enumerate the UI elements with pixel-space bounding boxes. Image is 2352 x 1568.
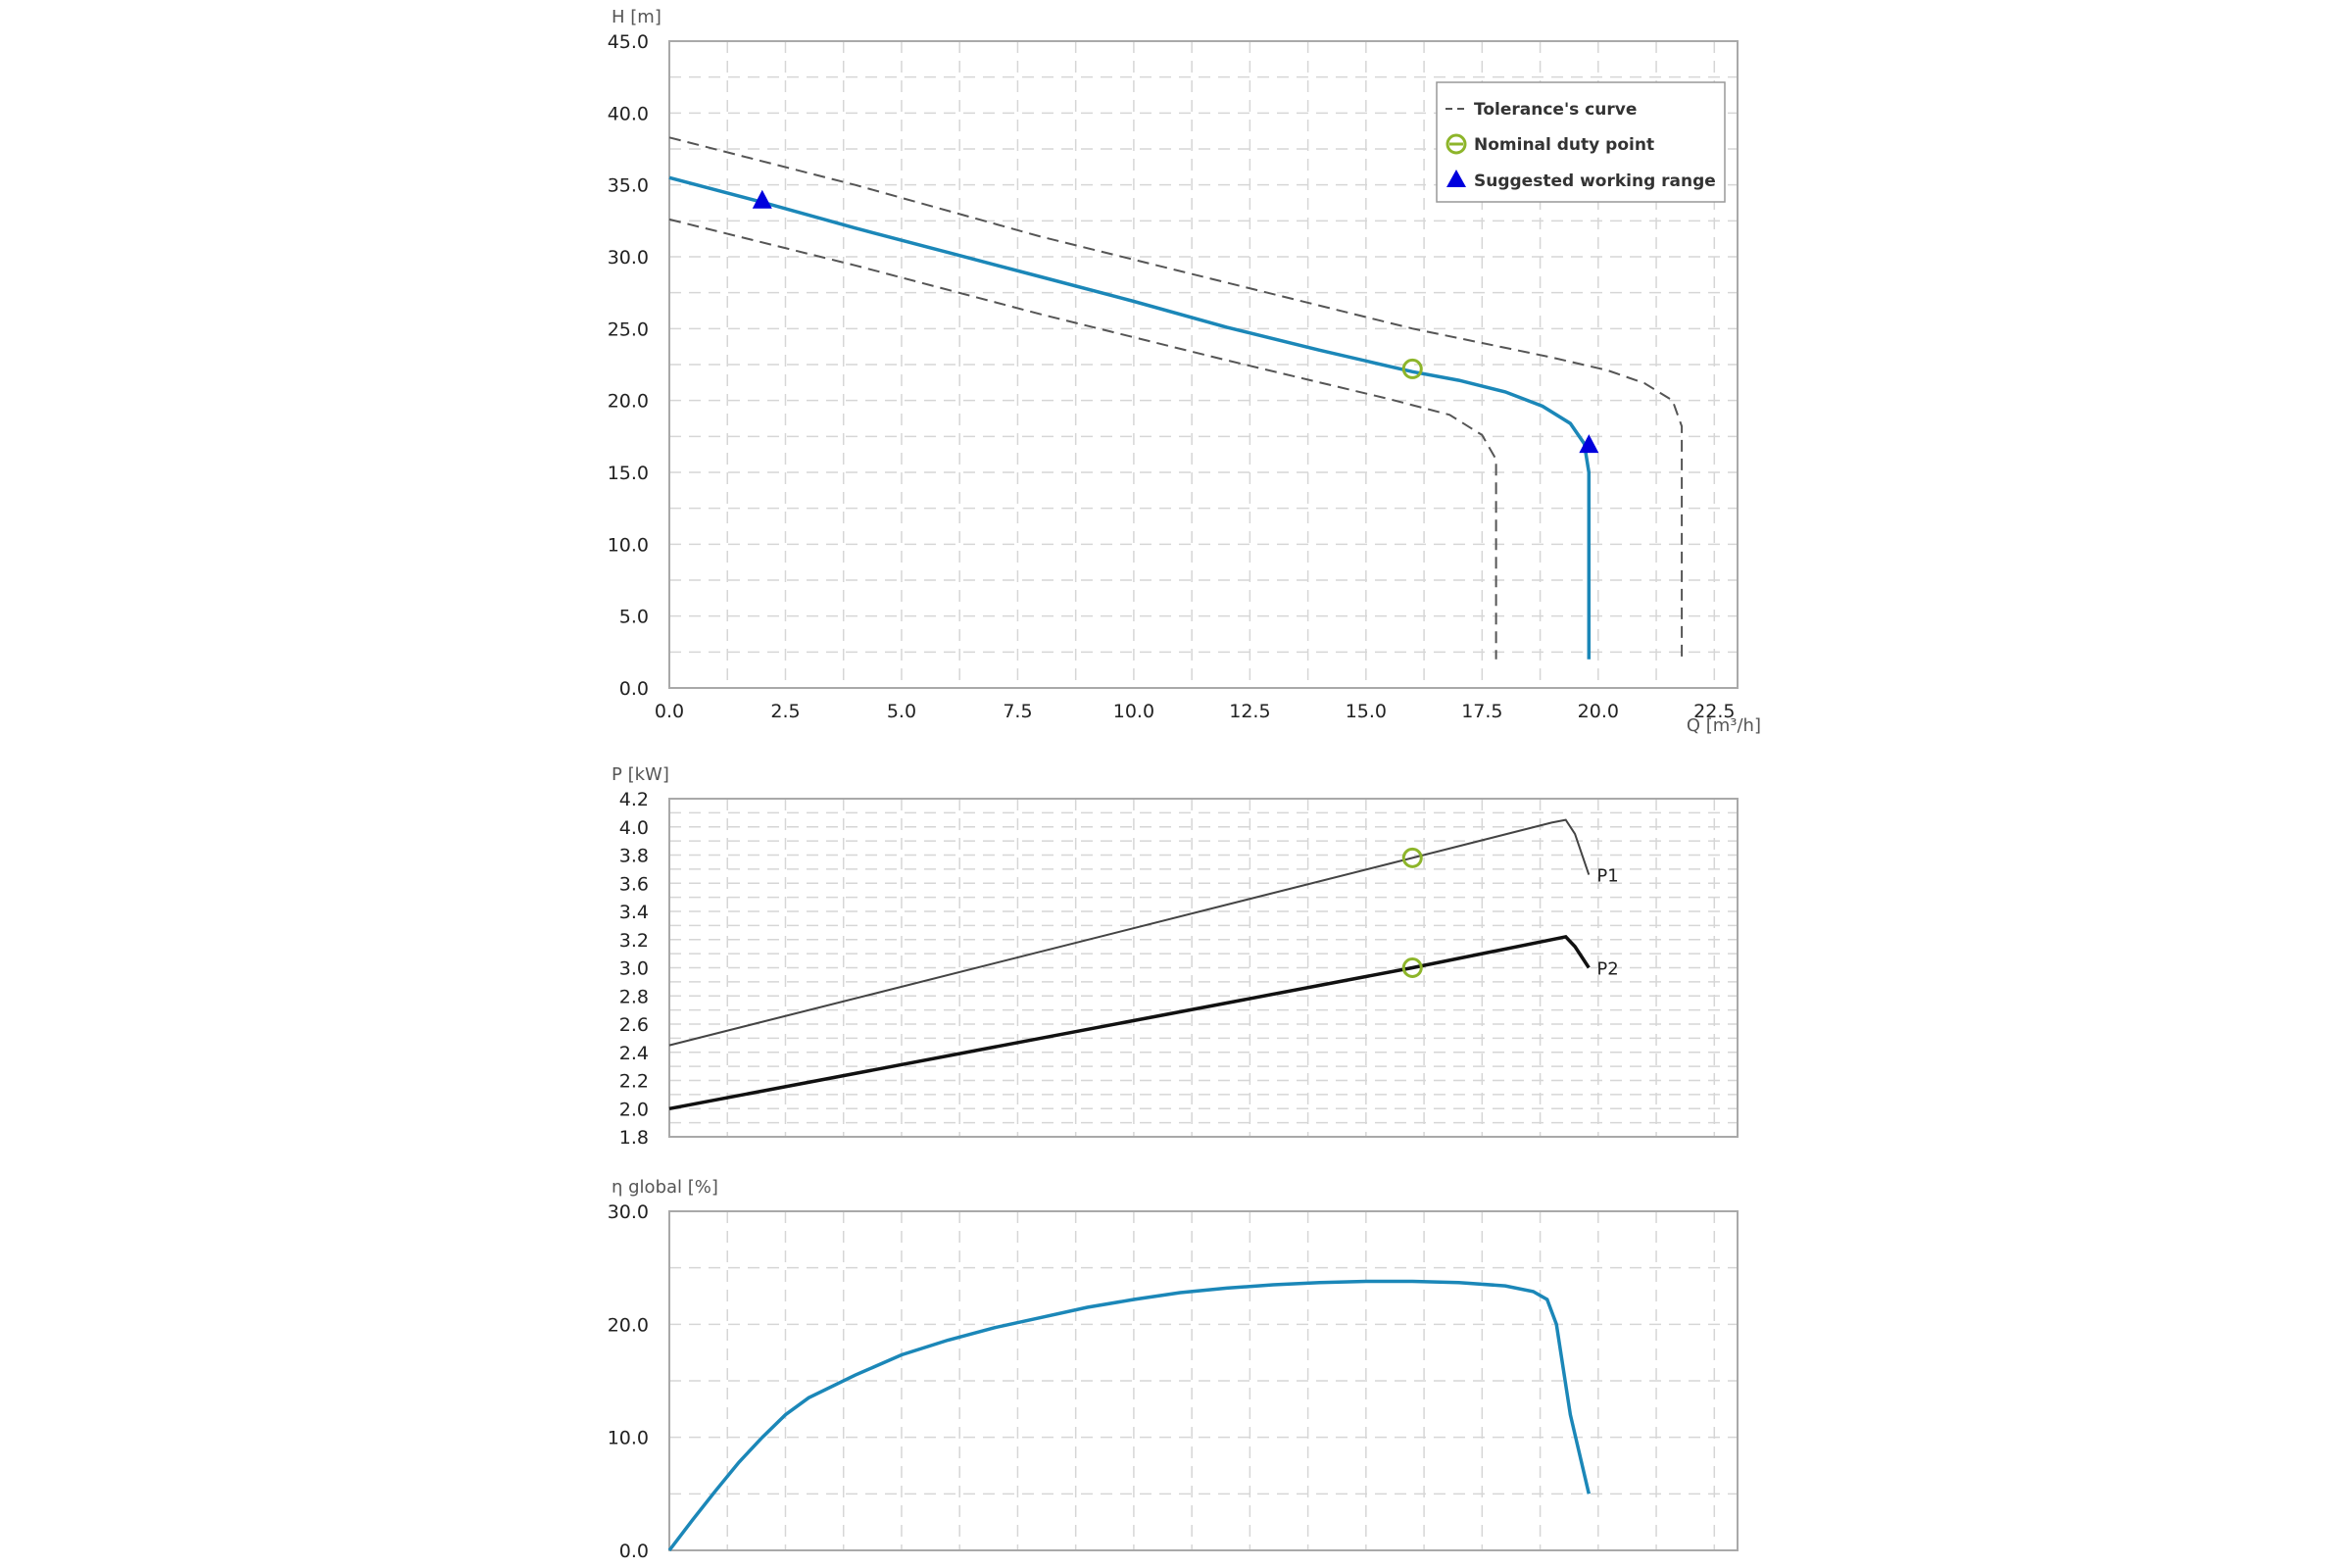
y-tick-label: 3.2	[619, 930, 649, 952]
plot-frame	[668, 1210, 1739, 1551]
x-tick-label: 17.5	[1461, 701, 1502, 722]
series-label-p1: P1	[1596, 866, 1618, 887]
legend: Tolerance's curve Nominal duty point Sug…	[1436, 81, 1726, 203]
y-tick-label: 0.0	[619, 678, 649, 700]
y-tick-label: 2.4	[619, 1043, 649, 1064]
plot-frame	[668, 798, 1739, 1138]
y-axis-title: P [kW]	[612, 764, 669, 785]
working-range-marker	[1579, 434, 1599, 454]
y-tick-label: 25.0	[608, 318, 649, 340]
legend-tolerance-label: Tolerance's curve	[1474, 100, 1637, 120]
duty-point-marker	[1401, 847, 1423, 868]
y-tick-label: 3.8	[619, 846, 649, 867]
working-range-legend-icon	[1446, 170, 1466, 187]
x-tick-label: 5.0	[887, 701, 916, 722]
head-chart: 0.0 5.0 10.0 15.0 20.0 25.0 30.0 35.0 40.0 45.0 H …	[608, 7, 1761, 736]
legend-range-label: Suggested working range	[1474, 172, 1716, 191]
y-tick-label: 10.0	[608, 534, 649, 556]
tolerance-curve	[668, 218, 1497, 660]
y-tick-label: 4.0	[619, 817, 649, 839]
y-tick-label: 35.0	[608, 175, 649, 197]
efficiency-curve	[667, 1279, 1592, 1552]
power-curve-p2	[668, 934, 1591, 1111]
power-curve-p1	[668, 818, 1591, 1047]
working-range-marker	[752, 189, 772, 209]
y-tick-label: 30.0	[608, 1201, 649, 1223]
y-tick-label: 4.2	[619, 789, 649, 810]
x-axis-title: Q [m³/h]	[1687, 715, 1761, 736]
y-tick-label: 15.0	[608, 463, 649, 484]
y-tick-label: 2.2	[619, 1071, 649, 1093]
x-tick-label: 0.0	[655, 701, 684, 722]
power-chart: 1.8 2.0 2.2 2.4 2.6 2.8 3.0 3.2 3.4 3.6 3.8 4.0 4.2 P…	[612, 764, 1739, 1149]
plot-frame	[668, 40, 1739, 689]
y-tick-label: 10.0	[608, 1428, 649, 1449]
y-axis-title: η global [%]	[612, 1177, 718, 1198]
series-label-p2: P2	[1596, 959, 1618, 980]
y-tick-label: 40.0	[608, 103, 649, 124]
legend-box	[1436, 81, 1726, 203]
y-tick-label: 30.0	[608, 247, 649, 269]
y-tick-label: 2.8	[619, 986, 649, 1007]
y-tick-label: 3.6	[619, 873, 649, 895]
x-tick-label: 12.5	[1229, 701, 1270, 722]
y-tick-label: 20.0	[608, 1314, 649, 1336]
duty-point-marker	[1401, 358, 1423, 379]
x-tick-label: 7.5	[1003, 701, 1032, 722]
legend-duty-label: Nominal duty point	[1474, 135, 1654, 155]
y-tick-label: 3.0	[619, 958, 649, 980]
x-tick-label: 2.5	[770, 701, 800, 722]
x-tick-label: 22.5	[1693, 701, 1735, 722]
efficiency-chart: 0.0 10.0 20.0 30.0 η global [%]	[608, 1177, 1739, 1562]
head-curve	[668, 175, 1592, 660]
duty-point-marker	[1401, 957, 1423, 978]
x-tick-label: 15.0	[1346, 701, 1387, 722]
y-tick-label: 5.0	[619, 607, 649, 628]
y-tick-label: 2.0	[619, 1099, 649, 1120]
y-tick-label: 1.8	[619, 1127, 649, 1149]
y-tick-label: 45.0	[608, 31, 649, 53]
tolerance-curve	[668, 136, 1684, 660]
y-tick-label: 2.6	[619, 1014, 649, 1036]
y-axis-title: H [m]	[612, 7, 662, 27]
y-tick-label: 20.0	[608, 391, 649, 413]
y-tick-label: 3.4	[619, 902, 649, 923]
x-tick-label: 20.0	[1578, 701, 1619, 722]
duty-point-legend-icon	[1446, 133, 1467, 155]
x-tick-label: 10.0	[1113, 701, 1154, 722]
y-tick-label: 0.0	[619, 1541, 649, 1562]
